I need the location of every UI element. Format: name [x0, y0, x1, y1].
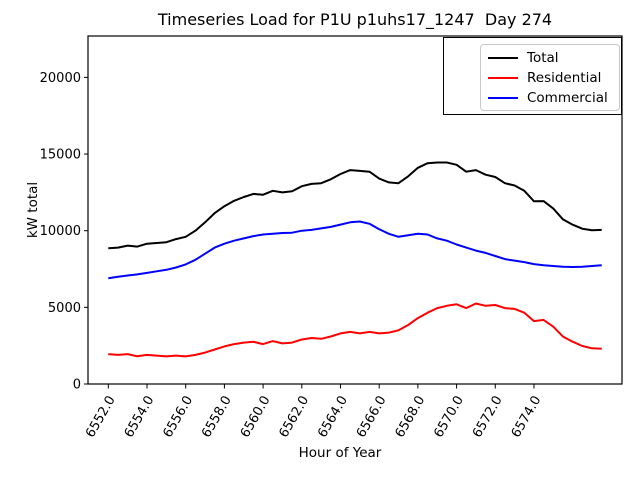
y-tick-label: 0	[73, 378, 81, 393]
legend-line-sample-total	[488, 57, 518, 59]
legend-item-commercial: Commercial	[488, 88, 619, 108]
y-tick-label: 10000	[40, 224, 81, 239]
legend: Total Residential Commercial	[480, 44, 620, 111]
legend-label-residential: Residential	[527, 70, 602, 86]
y-tick-label: 15000	[40, 148, 81, 163]
x-tick-label: 6564.0	[315, 394, 351, 441]
legend-line-sample-commercial	[488, 97, 518, 99]
y-tick-label: 5000	[48, 301, 81, 316]
series-line-commercial	[108, 220, 602, 280]
legend-item-residential: Residential	[488, 68, 619, 88]
x-tick-label: 6572.0	[470, 394, 506, 441]
x-axis-label: Hour of Year	[298, 445, 382, 461]
x-tick-label: 6562.0	[277, 394, 313, 441]
y-tick-label: 20000	[40, 71, 81, 86]
x-tick-label: 6554.0	[122, 394, 158, 441]
legend-item-total: Total	[488, 48, 619, 68]
legend-line-sample-residential	[488, 77, 518, 79]
x-tick-label: 6558.0	[199, 394, 235, 441]
x-tick-label: 6568.0	[393, 394, 429, 441]
x-tick-label: 6574.0	[509, 394, 545, 441]
x-tick-label: 6556.0	[160, 394, 196, 441]
y-axis-label: kW total	[25, 181, 41, 239]
x-tick-label: 6560.0	[238, 394, 274, 441]
chart-title: Timeseries Load for P1U p1uhs17_1247 Day…	[157, 10, 553, 29]
series-line-residential	[108, 302, 602, 358]
x-tick-label: 6570.0	[431, 394, 467, 441]
series-line-total	[108, 161, 602, 250]
legend-frame: Total Residential Commercial	[443, 37, 622, 115]
legend-label-total: Total	[527, 50, 559, 66]
axes-frame	[87, 35, 623, 385]
x-tick-label: 6566.0	[354, 394, 390, 441]
legend-label-commercial: Commercial	[527, 90, 608, 106]
x-tick-label: 6552.0	[83, 394, 119, 441]
